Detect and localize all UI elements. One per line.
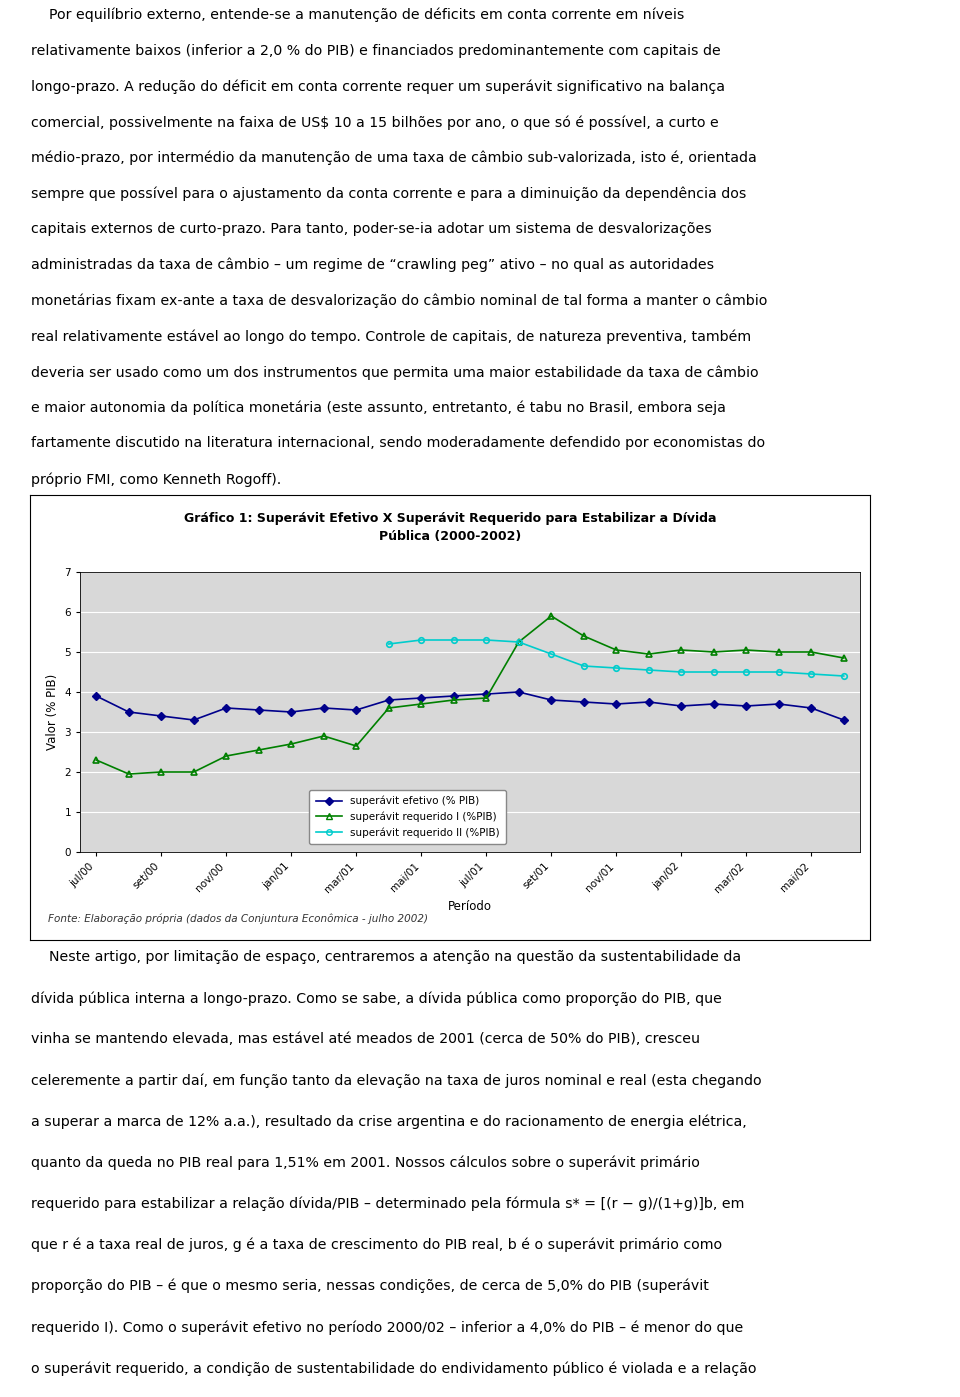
- Text: longo-prazo. A redução do déficit em conta corrente requer um superávit signific: longo-prazo. A redução do déficit em con…: [31, 80, 725, 94]
- Legend: superávit efetivo (% PIB), superávit requerido I (%PIB), superávit requerido II : superávit efetivo (% PIB), superávit req…: [309, 789, 506, 844]
- Text: comercial, possivelmente na faixa de US$ 10 a 15 bilhões por ano, o que só é pos: comercial, possivelmente na faixa de US$…: [31, 115, 718, 130]
- Text: vinha se mantendo elevada, mas estável até meados de 2001 (cerca de 50% do PIB),: vinha se mantendo elevada, mas estável a…: [31, 1032, 700, 1046]
- Text: Neste artigo, por limitação de espaço, centraremos a atenção na questão da suste: Neste artigo, por limitação de espaço, c…: [31, 950, 741, 964]
- Text: a superar a marca de 12% a.a.), resultado da crise argentina e do racionamento d: a superar a marca de 12% a.a.), resultad…: [31, 1115, 747, 1129]
- Text: Gráfico 1: Superávit Efetivo X Superávit Requerido para Estabilizar a Dívida
Púb: Gráfico 1: Superávit Efetivo X Superávit…: [183, 513, 716, 543]
- Text: médio-prazo, por intermédio da manutenção de uma taxa de câmbio sub-valorizada, : médio-prazo, por intermédio da manutençã…: [31, 151, 756, 165]
- Text: dívida pública interna a longo-prazo. Como se sabe, a dívida pública como propor: dívida pública interna a longo-prazo. Co…: [31, 990, 722, 1006]
- Text: que r é a taxa real de juros, g é a taxa de crescimento do PIB real, b é o super: que r é a taxa real de juros, g é a taxa…: [31, 1238, 722, 1252]
- Text: próprio FMI, como Kenneth Rogoff).: próprio FMI, como Kenneth Rogoff).: [31, 472, 281, 486]
- Text: sempre que possível para o ajustamento da conta corrente e para a diminuição da : sempre que possível para o ajustamento d…: [31, 187, 746, 201]
- Text: requerido I). Como o superávit efetivo no período 2000/02 – inferior a 4,0% do P: requerido I). Como o superávit efetivo n…: [31, 1320, 743, 1334]
- Text: real relativamente estável ao longo do tempo. Controle de capitais, de natureza : real relativamente estável ao longo do t…: [31, 330, 751, 344]
- Text: deveria ser usado como um dos instrumentos que permita uma maior estabilidade da: deveria ser usado como um dos instrument…: [31, 365, 758, 380]
- Text: e maior autonomia da política monetária (este assunto, entretanto, é tabu no Bra: e maior autonomia da política monetária …: [31, 401, 726, 415]
- Text: administradas da taxa de câmbio – um regime de “crawling peg” ativo – no qual as: administradas da taxa de câmbio – um reg…: [31, 258, 714, 272]
- Text: Fonte: Elaboração própria (dados da Conjuntura Econômica - julho 2002): Fonte: Elaboração própria (dados da Conj…: [48, 914, 428, 925]
- X-axis label: Período: Período: [448, 900, 492, 914]
- Text: Por equilíbrio externo, entende-se a manutenção de déficits em conta corrente em: Por equilíbrio externo, entende-se a man…: [31, 8, 684, 22]
- Y-axis label: Valor (% PIB): Valor (% PIB): [46, 673, 59, 750]
- Text: monetárias fixam ex-ante a taxa de desvalorização do câmbio nominal de tal forma: monetárias fixam ex-ante a taxa de desva…: [31, 293, 767, 309]
- Text: proporção do PIB – é que o mesmo seria, nessas condições, de cerca de 5,0% do PI: proporção do PIB – é que o mesmo seria, …: [31, 1280, 708, 1294]
- Text: o superávit requerido, a condição de sustentabilidade do endividamento público é: o superávit requerido, a condição de sus…: [31, 1361, 756, 1376]
- Text: capitais externos de curto-prazo. Para tanto, poder-se-ia adotar um sistema de d: capitais externos de curto-prazo. Para t…: [31, 222, 711, 236]
- Text: relativamente baixos (inferior a 2,0 % do PIB) e financiados predominantemente c: relativamente baixos (inferior a 2,0 % d…: [31, 43, 720, 57]
- Text: celeremente a partir daí, em função tanto da elevação na taxa de juros nominal e: celeremente a partir daí, em função tant…: [31, 1073, 761, 1088]
- Text: quanto da queda no PIB real para 1,51% em 2001. Nossos cálculos sobre o superávi: quanto da queda no PIB real para 1,51% e…: [31, 1155, 700, 1171]
- Text: requerido para estabilizar a relação dívida/PIB – determinado pela fórmula s* = : requerido para estabilizar a relação dív…: [31, 1197, 744, 1211]
- Text: fartamente discutido na literatura internacional, sendo moderadamente defendido : fartamente discutido na literatura inter…: [31, 436, 765, 450]
